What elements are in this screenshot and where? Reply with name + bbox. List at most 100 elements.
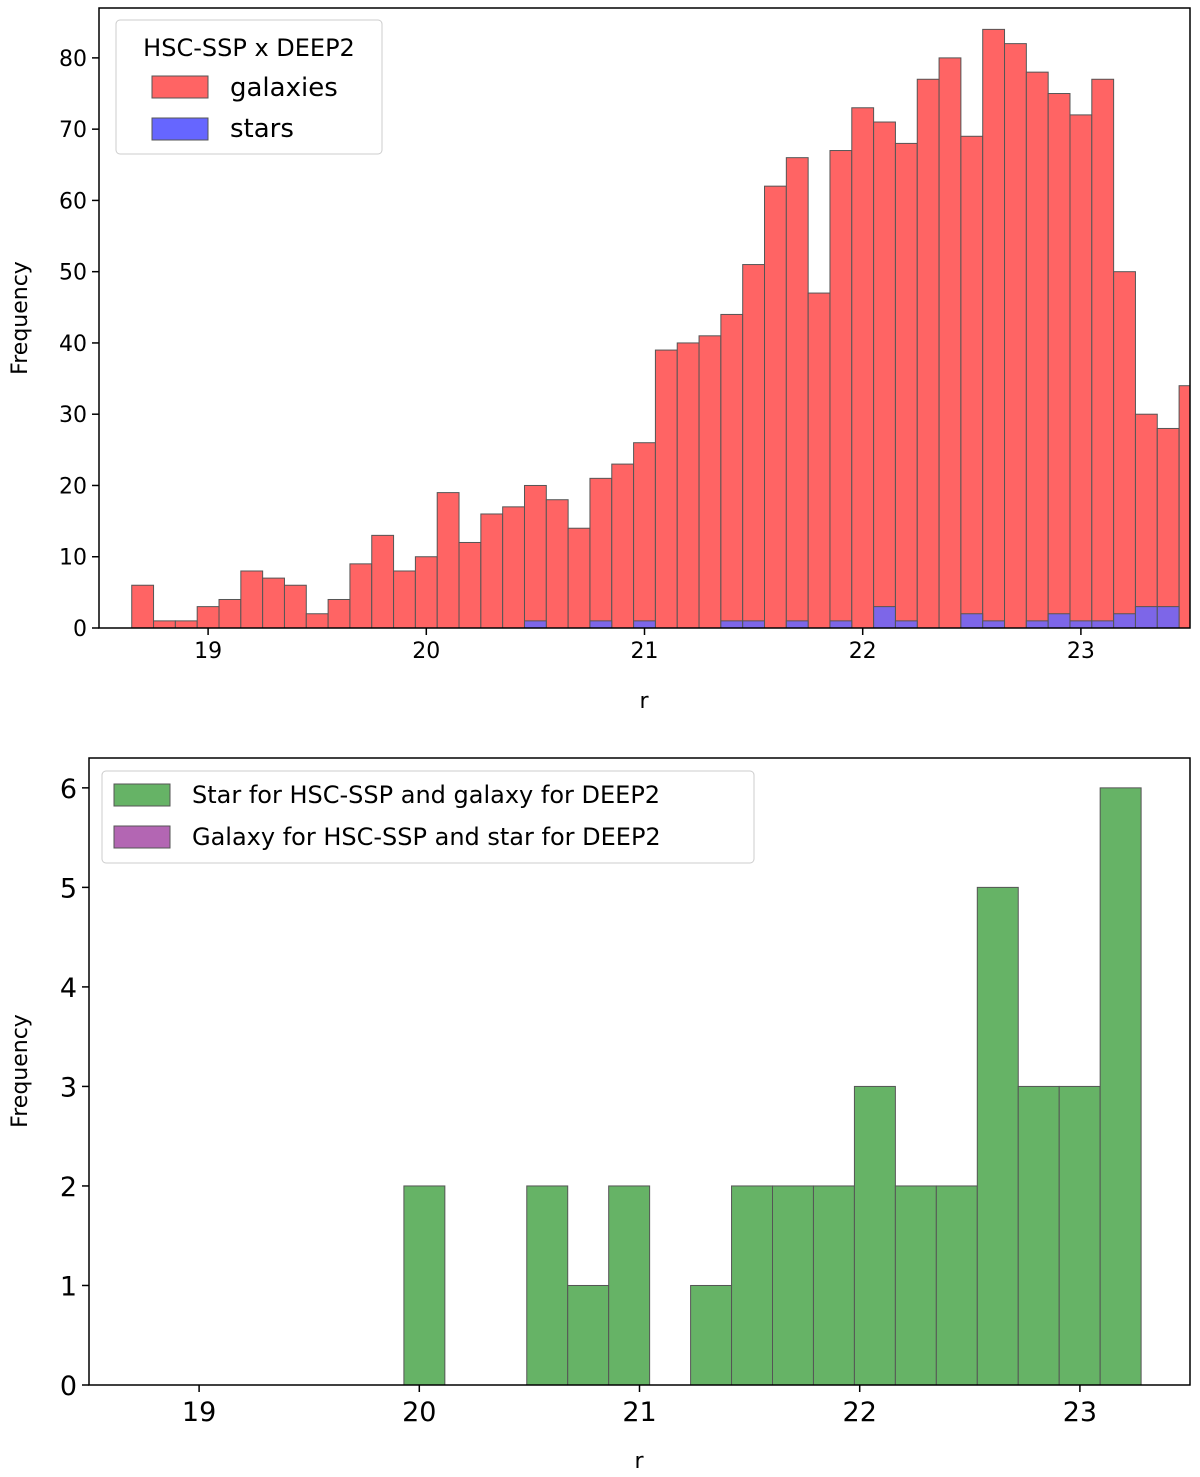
top-bar-primary: [829, 150, 853, 629]
bottom-y-tick-label: 6: [60, 774, 77, 805]
top-bar-primary: [153, 620, 176, 629]
top-bar-secondary: [1156, 606, 1180, 629]
top-bar-primary: [283, 584, 307, 629]
top-bar-primary: [960, 135, 984, 629]
top-y-tick-label: 70: [59, 118, 87, 143]
top-bar-secondary: [894, 620, 918, 629]
bottom-bar-primary: [1017, 1085, 1060, 1386]
bottom-y-tick-label: 0: [60, 1371, 77, 1402]
legend-swatch-star-hsc-galaxy-deep2: [113, 783, 171, 807]
top-bar-secondary: [1134, 606, 1158, 629]
top-bar-secondary: [523, 620, 547, 629]
bottom-bar-primary: [894, 1185, 937, 1386]
bottom-bar-primary: [935, 1185, 978, 1386]
top-y-tick-label: 40: [59, 332, 87, 357]
top-bar-secondary: [589, 620, 613, 629]
legend-swatch-galaxy-hsc-star-deep2: [113, 825, 171, 849]
bottom-bar-primary: [1099, 787, 1142, 1386]
top-bar-primary: [916, 78, 940, 629]
top-bar-primary: [1134, 413, 1158, 629]
top-bar-primary: [262, 577, 285, 629]
top-bar-secondary: [742, 620, 766, 629]
legend-label-galaxies: galaxies: [230, 73, 338, 103]
bottom-x-tick-label: 19: [182, 1397, 216, 1428]
top-bar-secondary: [873, 606, 896, 629]
top-bar-primary: [764, 185, 787, 629]
top-y-tick-label: 20: [59, 474, 87, 499]
top-bar-primary: [1004, 43, 1027, 629]
top-bar-primary: [414, 556, 438, 629]
top-y-axis-label: Frequency: [8, 261, 33, 375]
top-bar-primary: [523, 484, 547, 629]
top-bar-primary: [240, 570, 264, 629]
bottom-y-tick-label: 5: [60, 873, 77, 904]
top-bar-primary: [676, 342, 700, 629]
top-bar-primary: [982, 28, 1006, 629]
top-y-tick-label: 30: [59, 403, 87, 428]
top-bar-primary: [1156, 427, 1180, 629]
bottom-bar-primary: [1058, 1085, 1101, 1386]
bottom-x-ticks: 19 20 21 22 23: [182, 1385, 1097, 1428]
top-x-tick-label: 22: [849, 639, 877, 664]
bottom-x-tick-label: 23: [1063, 1397, 1097, 1428]
top-bar-primary: [1069, 114, 1093, 629]
bottom-legend-box: [101, 770, 755, 864]
top-bar-primary: [305, 613, 329, 629]
top-x-ticks: 19 20 21 22 23: [194, 628, 1095, 664]
top-x-tick-label: 19: [194, 639, 222, 664]
bottom-y-axis-label: Frequency: [8, 1014, 33, 1128]
top-bar-primary: [1178, 385, 1191, 629]
top-bar-primary: [393, 570, 416, 629]
top-bar-primary: [698, 335, 722, 629]
bottom-y-ticks: 0 1 2 3 4 5 6: [60, 774, 89, 1402]
top-plot-frame: [98, 7, 1191, 629]
bottom-legend: Star for HSC-SSP and galaxy for DEEP2 Ga…: [101, 770, 755, 864]
bottom-y-tick-label: 2: [60, 1172, 77, 1203]
top-bar-secondary: [982, 620, 1006, 629]
top-bar-primary: [1113, 271, 1136, 629]
top-bar-primary: [545, 499, 569, 629]
top-bar-secondary: [1091, 620, 1115, 629]
bottom-bar-primary: [403, 1185, 446, 1386]
top-legend-title: HSC-SSP x DEEP2: [143, 34, 355, 62]
top-y-tick-label: 50: [59, 261, 87, 286]
bottom-y-tick-label: 1: [60, 1271, 77, 1302]
top-bar-primary: [567, 527, 591, 629]
top-bar-primary: [218, 598, 242, 629]
top-bar-primary: [807, 292, 831, 629]
top-bar-primary: [654, 349, 678, 629]
top-legend: HSC-SSP x DEEP2 galaxies stars: [115, 19, 383, 155]
top-bar-primary: [633, 442, 656, 629]
bottom-bar-primary: [772, 1185, 814, 1386]
legend-swatch-galaxies: [151, 75, 209, 99]
top-bar-primary: [873, 121, 896, 629]
bottom-bar-primary: [608, 1185, 651, 1386]
bottom-bar-primary: [526, 1185, 569, 1386]
top-histogram: 19 20 21 22 23 0 10 20 30 40 50 60 70 80 r Frequency…: [8, 7, 1191, 714]
bottom-bar-primary: [853, 1085, 896, 1386]
top-y-ticks: 0 10 20 30 40 50 60 70 80: [59, 47, 99, 642]
top-bar-primary: [894, 142, 918, 629]
bottom-x-tick-label: 22: [843, 1397, 877, 1428]
top-y-tick-label: 80: [59, 47, 87, 72]
top-bar-primary: [611, 463, 635, 629]
top-bar-primary: [938, 57, 962, 629]
bottom-bar-primary: [976, 886, 1019, 1386]
top-bar-secondary: [785, 620, 809, 629]
top-bar-primary: [851, 107, 875, 629]
top-y-tick-label: 10: [59, 546, 87, 571]
top-bar-secondary: [1113, 613, 1136, 629]
bottom-bars: [403, 787, 1142, 1386]
top-bar-primary: [785, 157, 809, 629]
top-bar-primary: [174, 620, 198, 629]
top-bar-secondary: [633, 620, 656, 629]
top-bar-primary: [327, 598, 351, 629]
top-bar-primary: [1025, 71, 1049, 629]
bottom-x-axis-label: r: [634, 1449, 644, 1474]
top-x-tick-label: 23: [1067, 639, 1095, 664]
top-bar-primary: [742, 264, 766, 629]
legend-swatch-stars: [151, 117, 209, 141]
bottom-y-tick-label: 3: [60, 1072, 77, 1103]
